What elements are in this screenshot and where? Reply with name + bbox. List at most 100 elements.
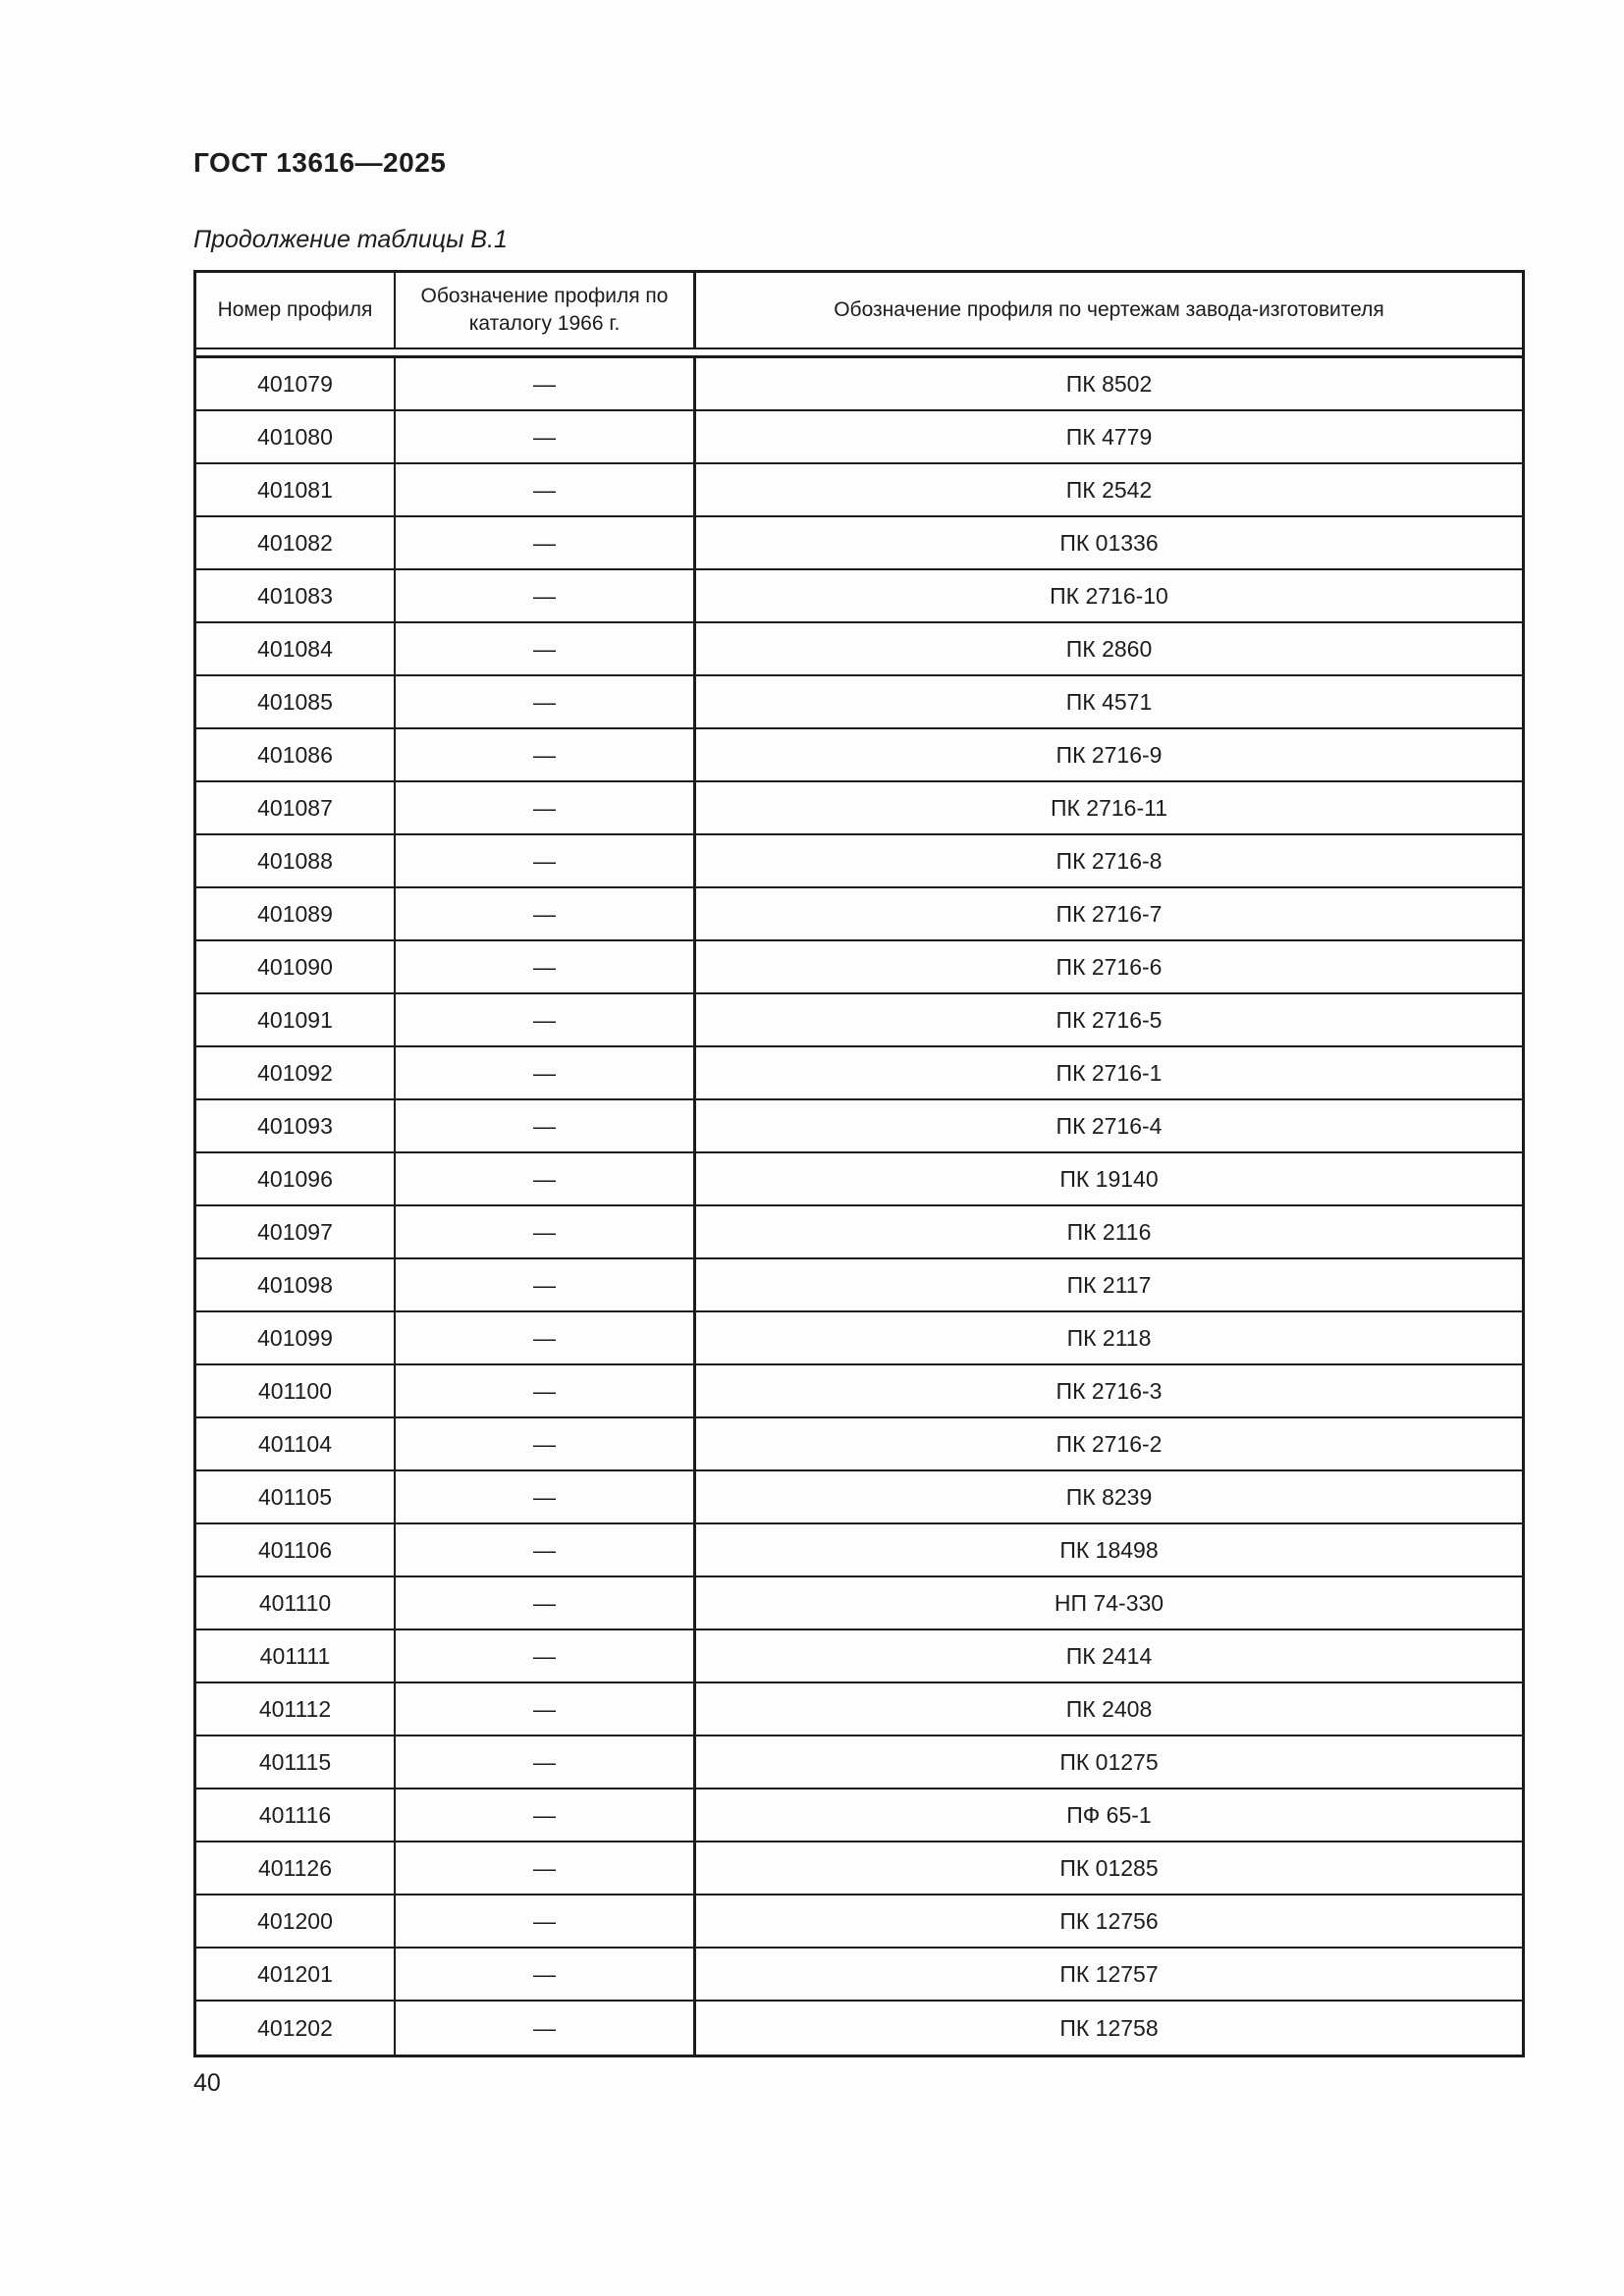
profile-number-cell: 401085: [196, 676, 396, 727]
factory-designation-cell: ПК 2716-2: [1056, 1430, 1163, 1457]
catalog-1966-cell: —: [396, 994, 696, 1045]
profile-number-cell: 401096: [196, 1153, 396, 1204]
catalog-1966-cell: —: [396, 1524, 696, 1575]
factory-designation-cell: ПК 12756: [1059, 1907, 1159, 1934]
catalog-1966-cell: —: [396, 676, 696, 727]
factory-designation-cell: ПК 2716-8: [1056, 847, 1163, 874]
table-row: 401083— ПК 2716-10: [196, 570, 1522, 623]
factory-designation-cell: ПК 2118: [1066, 1324, 1152, 1351]
table-row: 401098— ПК 2117: [196, 1259, 1522, 1312]
catalog-1966-cell: —: [396, 1259, 696, 1310]
profile-number-cell: 401100: [196, 1365, 396, 1416]
catalog-1966-cell: —: [396, 729, 696, 780]
profile-number-cell: 401110: [196, 1577, 396, 1629]
table-row: 401112— ПК 2408: [196, 1683, 1522, 1736]
catalog-1966-cell: —: [396, 1100, 696, 1151]
profile-number-cell: 401087: [196, 782, 396, 833]
profile-number-cell: 401092: [196, 1047, 396, 1098]
table-continuation-caption: Продолжение таблицы В.1: [193, 226, 508, 253]
catalog-1966-cell: —: [396, 2002, 696, 2055]
catalog-1966-cell: —: [396, 1047, 696, 1098]
factory-designation-cell: ПК 2716-7: [1056, 900, 1163, 927]
table-row: 401116— ПФ 65-1: [196, 1789, 1522, 1842]
factory-designation-cell: ПК 2116: [1066, 1218, 1152, 1245]
header-catalog-1966-designation: Обозначение профиля по каталогу 1966 г.: [396, 273, 696, 347]
profile-number-cell: 401115: [196, 1736, 396, 1788]
profile-number-cell: 401099: [196, 1312, 396, 1363]
table-row: 401084— ПК 2860: [196, 623, 1522, 676]
catalog-1966-cell: —: [396, 1365, 696, 1416]
profile-number-cell: 401202: [196, 2002, 396, 2055]
catalog-1966-cell: —: [396, 411, 696, 462]
profile-number-cell: 401083: [196, 570, 396, 621]
catalog-1966-cell: —: [396, 1153, 696, 1204]
catalog-1966-cell: —: [396, 517, 696, 568]
profile-number-cell: 401105: [196, 1471, 396, 1522]
table-row: 401126— ПК 01285: [196, 1842, 1522, 1896]
catalog-1966-cell: —: [396, 358, 696, 409]
table-row: 401086— ПК 2716-9: [196, 729, 1522, 782]
table-row: 401096— ПК 19140: [196, 1153, 1522, 1206]
table-row: 401097— ПК 2116: [196, 1206, 1522, 1259]
table-row: 401079— ПК 8502: [196, 358, 1522, 411]
profile-number-cell: 401080: [196, 411, 396, 462]
factory-designation-cell: ПК 2716-5: [1056, 1006, 1163, 1033]
page-number: 40: [193, 2069, 221, 2097]
profile-number-cell: 401116: [196, 1789, 396, 1841]
profile-number-cell: 401098: [196, 1259, 396, 1310]
factory-designation-cell: НП 74-330: [1054, 1589, 1164, 1616]
catalog-1966-cell: —: [396, 1312, 696, 1363]
catalog-1966-cell: —: [396, 1949, 696, 2000]
factory-designation-cell: ПК 12757: [1059, 1960, 1159, 1987]
table-header-row: Номер профиля Обозначение профиля по кат…: [196, 273, 1522, 349]
catalog-1966-cell: —: [396, 1896, 696, 1947]
factory-designation-cell: ПК 2716-4: [1056, 1112, 1163, 1139]
profile-number-cell: 401093: [196, 1100, 396, 1151]
profile-number-cell: 401104: [196, 1418, 396, 1469]
catalog-1966-cell: —: [396, 1789, 696, 1841]
profile-number-cell: 401200: [196, 1896, 396, 1947]
profile-number-cell: 401079: [196, 358, 396, 409]
table-row: 401110— НП 74-330: [196, 1577, 1522, 1630]
factory-designation-cell: ПК 2408: [1065, 1695, 1153, 1722]
profile-number-cell: 401106: [196, 1524, 396, 1575]
table-row: 401111— ПК 2414: [196, 1630, 1522, 1683]
table-row: 401085— ПК 4571: [196, 676, 1522, 729]
factory-designation-cell: ПК 2716-3: [1056, 1377, 1163, 1404]
table-row: 401115— ПК 01275: [196, 1736, 1522, 1789]
table-row: 401089— ПК 2716-7: [196, 888, 1522, 941]
factory-designation-cell: ПК 4571: [1065, 688, 1153, 715]
catalog-1966-cell: —: [396, 1683, 696, 1735]
table-row: 401099— ПК 2118: [196, 1312, 1522, 1365]
table-row: 401092— ПК 2716-1: [196, 1047, 1522, 1100]
table-row: 401104— ПК 2716-2: [196, 1418, 1522, 1471]
table-row: 401202— ПК 12758: [196, 2002, 1522, 2055]
catalog-1966-cell: —: [396, 941, 696, 992]
profile-number-cell: 401088: [196, 835, 396, 886]
profile-number-cell: 401086: [196, 729, 396, 780]
profile-number-cell: 401089: [196, 888, 396, 939]
header-body-divider: [196, 349, 1522, 358]
factory-designation-cell: ПФ 65-1: [1066, 1801, 1152, 1828]
header-factory-drawing-designation: Обозначение профиля по чертежам завода-и…: [834, 297, 1384, 321]
table-body: 401079— ПК 8502 401080— ПК 4779 401081— ПК 25…: [196, 358, 1522, 2055]
factory-designation-cell: ПК 4779: [1065, 423, 1153, 450]
factory-designation-cell: ПК 2716-9: [1056, 741, 1163, 768]
factory-designation-cell: ПК 12758: [1059, 2014, 1159, 2041]
catalog-1966-cell: —: [396, 888, 696, 939]
factory-designation-cell: ПК 2716-6: [1056, 953, 1163, 980]
table-row: 401080— ПК 4779: [196, 411, 1522, 464]
catalog-1966-cell: —: [396, 1842, 696, 1894]
factory-designation-cell: ПК 2414: [1065, 1642, 1153, 1669]
profile-number-cell: 401112: [196, 1683, 396, 1735]
catalog-1966-cell: —: [396, 464, 696, 515]
factory-designation-cell: ПК 8502: [1065, 370, 1153, 397]
profile-number-cell: 401091: [196, 994, 396, 1045]
profile-number-cell: 401201: [196, 1949, 396, 2000]
table-row: 401093— ПК 2716-4: [196, 1100, 1522, 1153]
profiles-table: Номер профиля Обозначение профиля по кат…: [193, 270, 1525, 2057]
profile-number-cell: 401084: [196, 623, 396, 674]
catalog-1966-cell: —: [396, 835, 696, 886]
table-row: 401201— ПК 12757: [196, 1949, 1522, 2002]
factory-designation-cell: ПК 01336: [1059, 529, 1159, 556]
